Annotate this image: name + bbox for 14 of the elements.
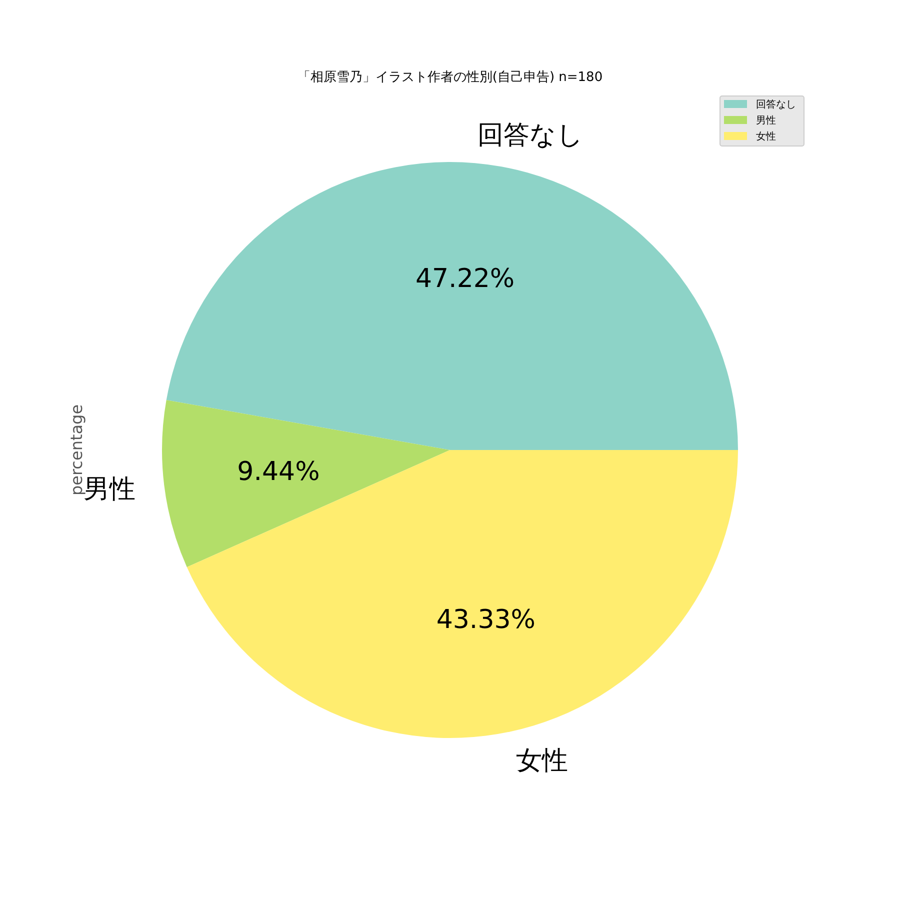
slice-label: 男性 — [84, 474, 136, 505]
legend-label: 回答なし — [756, 98, 796, 110]
legend-label: 男性 — [756, 114, 776, 126]
pie-slice — [166, 162, 738, 450]
data-label: 9.44% — [237, 457, 320, 488]
data-label: 47.22% — [415, 264, 515, 294]
chart-title: 「相原雪乃」イラスト作者の性別(自己申告) n=180 — [297, 70, 603, 85]
slice-label: 回答なし — [478, 120, 584, 151]
legend-label: 女性 — [756, 130, 776, 142]
pie-slice — [186, 450, 738, 738]
pie-slice — [162, 400, 450, 568]
data-label: 43.33% — [436, 605, 536, 636]
text: percentage — [67, 404, 86, 496]
slice-label: 女性 — [516, 746, 568, 776]
